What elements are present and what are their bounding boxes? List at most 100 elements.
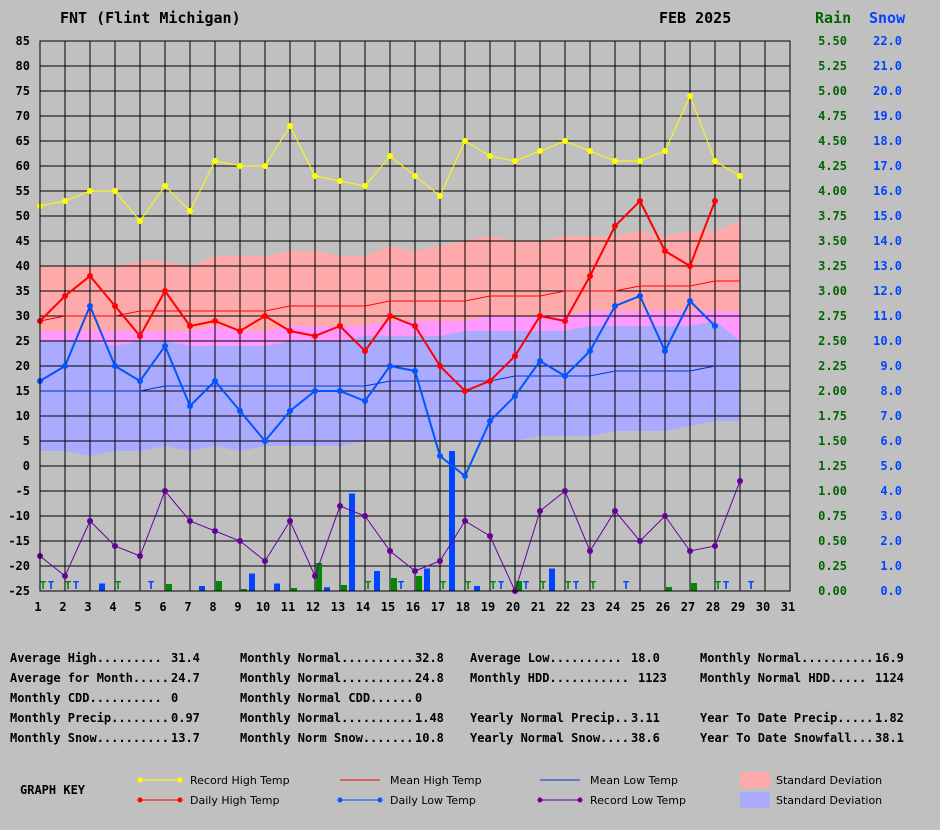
- rain-tick-label: 5.25: [818, 59, 847, 73]
- snow-trace-label: T: [398, 579, 405, 592]
- rain-tick-label: 3.75: [818, 209, 847, 223]
- snow-bar: [424, 568, 430, 591]
- temp-tick-label: 60: [16, 159, 30, 173]
- rain-tick-label: 1.00: [818, 484, 847, 498]
- record-high-point: [287, 123, 293, 129]
- rain-tick-label: 0.50: [818, 534, 847, 548]
- norm-snow-label: Monthly Norm Snow.......: [240, 731, 414, 745]
- daily-low-point: [637, 293, 643, 299]
- day-tick-label: 16: [406, 600, 420, 614]
- daily-high-line: [39, 199, 716, 393]
- day-tick-label: 15: [381, 600, 395, 614]
- rain-tick-label: 0.25: [818, 559, 847, 573]
- cdd-label: Monthly CDD..........: [10, 691, 162, 705]
- record-low-point: [562, 488, 568, 494]
- daily-high-point: [412, 323, 418, 329]
- snow-bar: [549, 568, 555, 591]
- day-tick-label: 26: [656, 600, 670, 614]
- record-low-point: [362, 513, 368, 519]
- key-record-low-marker: [577, 797, 583, 803]
- snow-tick-label: 17.0: [873, 159, 902, 173]
- key-daily-low-marker: [377, 797, 383, 803]
- norm-high-label: Monthly Normal..........: [240, 651, 414, 665]
- day-tick-label: 1: [34, 600, 41, 614]
- record-low-point: [662, 513, 668, 519]
- snow-trace-label: T: [48, 579, 55, 592]
- record-low-point: [462, 518, 468, 524]
- day-tick-label: 31: [781, 600, 795, 614]
- record-low-point: [337, 503, 343, 509]
- rain-bar: [166, 584, 172, 591]
- temp-tick-label: 65: [16, 134, 30, 148]
- record-high-point: [337, 178, 343, 184]
- daily-high-point: [337, 323, 343, 329]
- key-daily-high-marker: [137, 797, 143, 803]
- norm-high-value: 32.8: [415, 651, 444, 665]
- day-tick-label: 27: [681, 600, 695, 614]
- snow-trace-label: T: [523, 579, 530, 592]
- daily-high-point: [62, 293, 68, 299]
- record-low-point: [712, 543, 718, 549]
- daily-high-point: [637, 198, 643, 204]
- snow-trace-label: T: [498, 579, 505, 592]
- norm-low-value: 16.9: [875, 651, 904, 665]
- rain-trace-label: T: [365, 579, 372, 592]
- rain-tick-label: 2.75: [818, 309, 847, 323]
- daily-low-point: [187, 403, 193, 409]
- daily-low-point: [162, 343, 168, 349]
- rain-trace-label: T: [540, 579, 547, 592]
- rain-bar: [416, 576, 422, 591]
- key-daily-low-label: Daily Low Temp: [390, 794, 476, 807]
- daily-low-point: [537, 358, 543, 364]
- temp-tick-label: -25: [8, 584, 30, 598]
- snow-tick-label: 10.0: [873, 334, 902, 348]
- rain-bar: [341, 585, 347, 591]
- record-high-point: [112, 188, 118, 194]
- daily-low-point: [337, 388, 343, 394]
- norm-month-value: 24.8: [415, 671, 444, 685]
- daily-low-point: [412, 368, 418, 374]
- snow-tick-label: 13.0: [873, 259, 902, 273]
- key-daily-high-marker: [177, 797, 183, 803]
- record-low-point: [637, 538, 643, 544]
- snow-tick-label: 18.0: [873, 134, 902, 148]
- day-tick-label: 17: [431, 600, 445, 614]
- record-high-point: [137, 218, 143, 224]
- daily-low-point: [137, 378, 143, 384]
- day-tick-label: 23: [581, 600, 595, 614]
- snow-tick-label: 21.0: [873, 59, 902, 73]
- daily-low-point: [587, 348, 593, 354]
- day-tick-label: 7: [184, 600, 191, 614]
- record-low-point: [162, 488, 168, 494]
- record-high-point: [437, 193, 443, 199]
- precip-label: Monthly Precip........: [10, 711, 169, 725]
- rain-tick-label: 5.00: [818, 84, 847, 98]
- record-high-point: [237, 163, 243, 169]
- day-tick-label: 10: [256, 600, 270, 614]
- rain-trace-label: T: [565, 579, 572, 592]
- norm-precip-label: Monthly Normal..........: [240, 711, 414, 725]
- snow-trace-label: T: [148, 579, 155, 592]
- daily-high-point: [512, 353, 518, 359]
- daily-low-point: [62, 363, 68, 369]
- avg-low-value: 18.0: [631, 651, 660, 665]
- snow-tick-label: 14.0: [873, 234, 902, 248]
- daily-high-point: [387, 313, 393, 319]
- record-low-point: [112, 543, 118, 549]
- rain-tick-label: 1.75: [818, 409, 847, 423]
- norm-hdd-value: 1124: [875, 671, 904, 685]
- daily-high-point: [437, 363, 443, 369]
- ytd-snow-label: Year To Date Snowfall...: [700, 731, 874, 745]
- record-low-point: [737, 478, 743, 484]
- snow-trace-label: T: [573, 579, 580, 592]
- daily-low-point: [387, 363, 393, 369]
- snow-bar: [99, 583, 105, 591]
- day-tick-label: 8: [209, 600, 216, 614]
- rain-tick-label: 0.75: [818, 509, 847, 523]
- record-low-point: [237, 538, 243, 544]
- record-low-point: [687, 548, 693, 554]
- daily-high-point: [362, 348, 368, 354]
- snow-tick-label: 3.0: [880, 509, 902, 523]
- snow-tick-label: 7.0: [880, 409, 902, 423]
